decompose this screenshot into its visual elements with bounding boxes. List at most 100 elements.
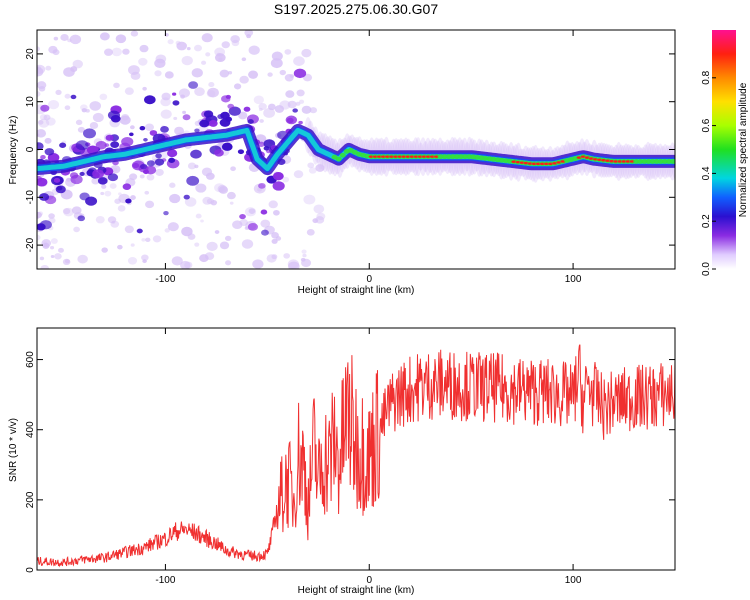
- heatmap-noise-blob: [39, 256, 45, 261]
- heatmap-noise-blob: [55, 89, 62, 95]
- heatmap-noise-blob: [63, 67, 75, 77]
- heatmap-cluster-blob: [97, 177, 108, 185]
- heatmap-noise-blob: [200, 219, 204, 223]
- heatmap-noise-blob: [296, 89, 305, 97]
- heatmap-cluster-blob: [146, 160, 155, 167]
- heatmap-cluster-blob: [190, 149, 202, 159]
- heatmap-noise-blob: [50, 238, 58, 244]
- heatmap-noise-blob: [271, 232, 279, 239]
- heatmap-x-axis-label: Height of straight line (km): [298, 285, 415, 296]
- heatmap-cluster-blob: [220, 111, 230, 120]
- heatmap-cluster-blob: [243, 106, 251, 112]
- heatmap-noise-blob: [284, 74, 294, 82]
- heatmap-cluster-blob: [110, 114, 121, 123]
- heatmap-cluster-blob: [140, 163, 148, 170]
- heatmap-noise-blob: [130, 30, 139, 37]
- heatmap-cluster-blob: [221, 142, 233, 151]
- heatmap-noise-blob: [37, 234, 41, 241]
- heatmap-cluster-blob: [105, 134, 114, 141]
- heatmap-noise-blob: [43, 114, 51, 121]
- heatmap-noise-blob: [38, 85, 46, 92]
- heatmap-noise-blob: [85, 109, 90, 113]
- heatmap-noise-blob: [99, 93, 108, 101]
- heatmap-y-tick-label: 10: [25, 96, 36, 108]
- heatmap-noise-blob: [225, 260, 232, 266]
- heatmap-noise-blob: [210, 199, 218, 206]
- heatmap-noise-blob: [44, 137, 52, 144]
- colorbar-label: Normalized spectral amplitude: [738, 82, 749, 217]
- heatmap-cluster-blob: [272, 181, 285, 191]
- heatmap-noise-blob: [124, 225, 134, 234]
- heatmap-noise-blob: [38, 120, 44, 125]
- heatmap-noise-blob: [301, 48, 312, 58]
- heatmap-noise-blob: [77, 254, 88, 264]
- heatmap-noise-blob: [299, 99, 305, 104]
- heatmap-noise-blob: [248, 70, 259, 79]
- snr-ticks: -100 0 100 0 200 400 600: [25, 328, 675, 586]
- heatmap-noise-blob: [206, 90, 216, 98]
- heatmap-noise-blob: [239, 75, 249, 84]
- heatmap-noise-blob: [194, 242, 200, 247]
- heatmap-noise-blob: [152, 235, 162, 243]
- heatmap-cluster-blob: [227, 103, 235, 109]
- heatmap-x-tick-label: 0: [366, 274, 372, 285]
- heatmap-cluster-blob: [92, 169, 104, 179]
- heatmap-noise-blob: [295, 101, 301, 106]
- heatmap-cluster-blob: [77, 215, 85, 222]
- heatmap-noise-blob: [160, 97, 171, 107]
- heatmap-noise-blob: [58, 247, 64, 253]
- heatmap-noise-blob: [91, 177, 100, 185]
- heatmap-cluster-blob: [203, 110, 214, 118]
- heatmap-noise-blob: [64, 259, 70, 264]
- heatmap-noise-blob: [64, 93, 71, 99]
- heatmap-noise-blob: [81, 108, 87, 113]
- heatmap-noise-blob: [39, 114, 48, 121]
- heatmap-cluster-blob: [167, 149, 178, 158]
- heatmap-noise-blob: [300, 257, 306, 262]
- heatmap-noise-blob: [208, 82, 215, 88]
- heatmap-cluster-blob: [53, 177, 61, 183]
- heatmap-cluster-blob: [95, 140, 107, 150]
- colorbar-tick-label: 0.8: [701, 70, 712, 84]
- heatmap-noise-blob: [99, 32, 110, 41]
- heatmap-noise-blob: [219, 69, 230, 78]
- heatmap-noise-blob: [288, 261, 300, 269]
- heatmap-noise-blob: [115, 34, 127, 44]
- heatmap-noise-blob: [37, 46, 41, 52]
- heatmap-noise-blob: [122, 48, 130, 55]
- heatmap-noise-blob: [176, 41, 187, 51]
- heatmap-noise-blob: [258, 103, 267, 111]
- heatmap-cluster-blob: [172, 100, 180, 106]
- heatmap-noise-blob: [191, 68, 203, 78]
- heatmap-cluster-blob: [110, 141, 120, 149]
- heatmap-cluster-blob: [160, 125, 169, 133]
- heatmap-noise-blob: [37, 211, 42, 219]
- heatmap-noise-blob: [154, 70, 162, 77]
- heatmap-noise-blob: [226, 191, 236, 200]
- heatmap-noise-blob: [184, 261, 193, 269]
- heatmap-noise-blob: [279, 69, 287, 76]
- heatmap-cluster-blob: [56, 186, 63, 191]
- heatmap-noise-blob: [230, 166, 236, 172]
- heatmap-noise-blob: [248, 45, 260, 55]
- heatmap-cluster-blob: [208, 119, 218, 127]
- heatmap-cluster-blob: [37, 223, 46, 231]
- heatmap-noise-blob: [263, 108, 276, 118]
- heatmap-x-tick-label: -100: [155, 274, 175, 285]
- heatmap-noise-blob: [271, 51, 283, 61]
- heatmap-cluster-blob: [182, 114, 191, 121]
- snr-y-tick-label: 600: [25, 351, 36, 368]
- heatmap-cluster-blob: [39, 193, 50, 201]
- heatmap-noise-blob: [155, 168, 164, 176]
- heatmap-noise-blob: [270, 58, 283, 69]
- heatmap-cluster-blob: [168, 157, 176, 163]
- heatmap-cluster-blob: [40, 154, 46, 160]
- heatmap-noise-blob: [301, 105, 312, 114]
- heatmap-noise-blob: [95, 215, 105, 224]
- heatmap-noise-blob: [62, 208, 71, 215]
- heatmap-noise-blob: [308, 167, 317, 174]
- heatmap-noise-blob: [302, 253, 307, 258]
- heatmap-noise-blob: [139, 174, 145, 179]
- heatmap-noise-blob: [241, 57, 247, 62]
